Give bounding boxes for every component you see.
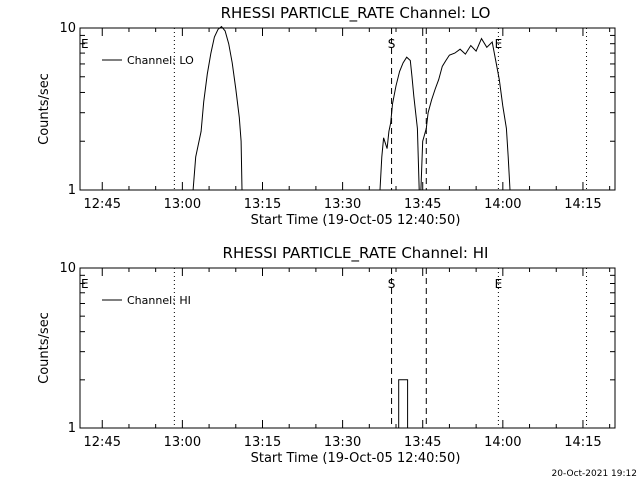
y-tick-label: 1 [68, 183, 76, 198]
x-tick-label: 13:45 [404, 435, 441, 450]
panel-hi: RHESSI PARTICLE_RATE Channel: HI 1 10 12:45… [37, 244, 616, 466]
panel-lo: RHESSI PARTICLE_RATE Channel: LO 1 10 12:45… [37, 4, 616, 228]
x-tick-label: 14:15 [564, 435, 601, 450]
plot-frame [79, 267, 616, 429]
x-tick-label: 13:45 [404, 197, 441, 212]
series-channel-hi-line [398, 379, 409, 428]
x-tick-label: 12:45 [84, 197, 121, 212]
marker-label-e: E [495, 277, 503, 291]
marker-label-e: E [495, 37, 503, 51]
legend-entry: Channel: HI [127, 294, 191, 307]
series-channel-lo-line [192, 25, 243, 191]
x-tick-label: 13:30 [324, 197, 361, 212]
x-tick-label: 13:00 [164, 435, 201, 450]
x-tick-label: 14:00 [484, 197, 521, 212]
chart-title: RHESSI PARTICLE_RATE Channel: HI [223, 244, 489, 263]
x-axis-label: Start Time (19-Oct-05 12:40:50) [251, 451, 461, 466]
y-tick-label: 10 [59, 21, 76, 36]
legend-entry: Channel: LO [127, 54, 194, 67]
chart-title: RHESSI PARTICLE_RATE Channel: LO [221, 4, 491, 23]
series-channel-lo-line [379, 56, 420, 191]
x-tick-label: 13:15 [244, 435, 281, 450]
x-tick-label: 13:30 [324, 435, 361, 450]
plot-frame [79, 27, 616, 191]
x-axis-label: Start Time (19-Oct-05 12:40:50) [251, 213, 461, 228]
marker-label-e: E [81, 277, 89, 291]
y-axis-label: Counts/sec [37, 312, 52, 384]
y-tick-label: 10 [59, 261, 76, 276]
series-channel-lo-line [420, 37, 511, 191]
x-tick-label: 14:15 [564, 197, 601, 212]
x-tick-label: 14:00 [484, 435, 521, 450]
x-tick-label: 13:00 [164, 197, 201, 212]
marker-label-e: E [81, 37, 89, 51]
footer-timestamp: 20-Oct-2021 19:12 [552, 469, 637, 479]
y-axis-label: Counts/sec [37, 73, 52, 145]
marker-label-s: S [388, 37, 396, 51]
y-tick-label: 1 [68, 421, 76, 436]
marker-label-s: S [388, 277, 396, 291]
x-tick-label: 12:45 [84, 435, 121, 450]
x-tick-label: 13:15 [244, 197, 281, 212]
